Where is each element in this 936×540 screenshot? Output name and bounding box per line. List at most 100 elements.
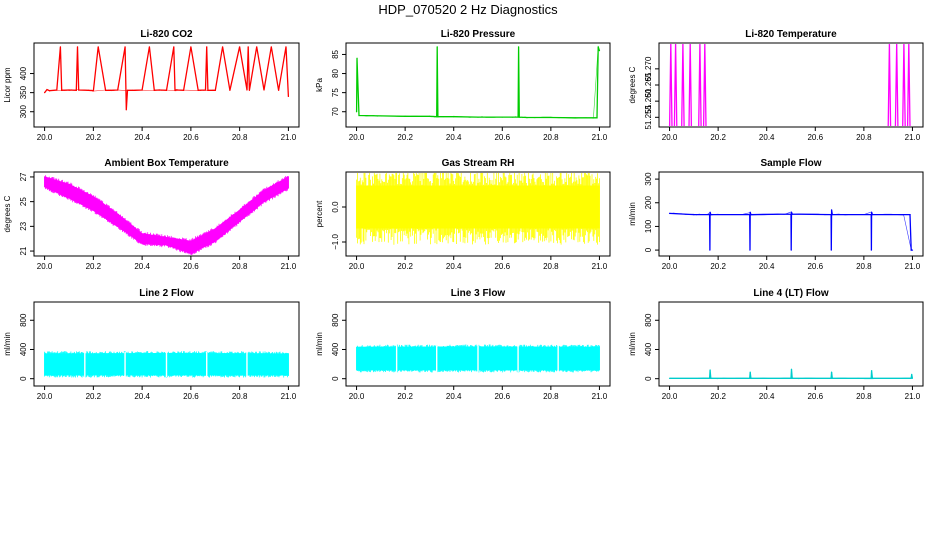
chart-gas-stream-rh: Gas Stream RH percent 20.0 20.2 20.4 20.6 20.8… — [315, 158, 611, 271]
chart-gas-stream-rh-xtick-label: 20.8 — [543, 262, 559, 271]
chart-line-4-lt-flow-point — [709, 369, 711, 371]
chart-line-3-flow-ytick-label: 400 — [331, 342, 340, 356]
chart-line-4-lt-flow-xtick-label: 20.4 — [759, 392, 775, 401]
chart-ambient-box-temperature-xtick-label: 20.0 — [37, 262, 53, 271]
chart-line-2-flow-plot-area — [44, 351, 289, 378]
chart-li-820-temperature-series-temperature — [668, 44, 911, 126]
chart-line-2-flow-ylabel: ml/min — [3, 332, 12, 356]
chart-line-2-flow-ytick-label: 800 — [19, 313, 28, 327]
chart-line-3-flow-ytick-label: 0 — [331, 376, 340, 381]
chart-line-2-flow-ytick-label: 0 — [19, 376, 28, 381]
chart-li-820-temperature-plot-area — [668, 44, 911, 126]
chart-gas-stream-rh-ytick-label: 0.0 — [331, 201, 340, 213]
chart-li-820-pressure-xtick-label: 20.4 — [446, 133, 462, 142]
chart-ambient-box-temperature-xtick-label: 20.4 — [134, 262, 150, 271]
chart-li-820-co2-xtick-label: 20.0 — [37, 133, 53, 142]
chart-line-3-flow-xtick-label: 21.0 — [592, 392, 608, 401]
chart-li-820-co2-ytick-label: 300 — [19, 105, 28, 119]
chart-sample-flow-point — [870, 213, 872, 216]
chart-li-820-co2-point — [278, 89, 280, 91]
chart-line-4-lt-flow-xtick-label: 20.0 — [662, 392, 678, 401]
chart-li-820-co2-point — [97, 46, 99, 48]
chart-line-4-lt-flow-point — [911, 377, 914, 379]
chart-li-820-pressure-frame — [345, 42, 611, 128]
chart-sample-flow: Sample Flow ml/min 20.0 20.2 20.4 20.6 20.8 21.… — [628, 158, 924, 271]
chart-sample-flow-point — [870, 249, 872, 251]
chart-sample-flow-point — [790, 213, 792, 215]
chart-li-820-co2-point — [239, 46, 241, 48]
chart-sample-flow-point — [709, 249, 711, 251]
chart-ambient-box-temperature-ytick-label: 25 — [19, 197, 28, 206]
chart-sample-flow-point — [790, 249, 792, 251]
chart-line-4-lt-flow-xtick-label: 20.2 — [710, 392, 726, 401]
chart-ambient-box-temperature-ylabel: degrees C — [3, 195, 12, 232]
chart-line-4-lt-flow-frame — [658, 301, 924, 387]
chart-ambient-box-temperature-ytick-label: 23 — [19, 221, 28, 230]
chart-ambient-box-temperature-frame — [33, 171, 300, 257]
chart-gas-stream-rh-ytick-label: −1.0 — [331, 234, 340, 250]
chart-ambient-box-temperature-title: Ambient Box Temperature — [104, 158, 229, 169]
chart-line-3-flow: Line 3 Flow ml/min 20.0 20.2 20.4 20.6 20.8 21.… — [315, 288, 611, 401]
chart-li-820-co2-point — [270, 46, 272, 48]
chart-ambient-box-temperature-xtick-label: 20.8 — [232, 262, 248, 271]
chart-line-4-lt-flow-point — [830, 371, 833, 373]
chart-sample-flow-xtick-label: 21.0 — [905, 262, 921, 271]
chart-li-820-co2-point — [229, 89, 231, 91]
chart-line-2-flow-band-edges — [44, 351, 289, 378]
chart-li-820-co2-point — [173, 46, 175, 48]
chart-gas-stream-rh-xtick-label: 20.4 — [446, 262, 462, 271]
chart-li-820-pressure-title: Li-820 Pressure — [441, 29, 516, 40]
chart-li-820-temperature-ytick-label: 51.270 — [644, 56, 653, 81]
chart-line-3-flow-title: Line 3 Flow — [451, 288, 506, 299]
chart-li-820-co2: Li-820 CO2 Licor ppm 20.0 20.2 20.4 20.6 20.8 2… — [3, 29, 300, 142]
chart-li-820-co2-point — [214, 89, 216, 91]
chart-li-820-co2-point — [285, 46, 287, 48]
chart-li-820-pressure-ytick-label: 80 — [331, 69, 340, 78]
chart-li-820-pressure-ylabel: kPa — [315, 78, 324, 92]
chart-li-820-pressure-ytick-label: 85 — [331, 49, 340, 58]
chart-line-2-flow-frame — [33, 301, 300, 387]
chart-li-820-co2-point — [148, 46, 151, 48]
chart-li-820-temperature-xtick-label: 20.6 — [807, 133, 823, 142]
chart-li-820-co2-point — [247, 46, 249, 48]
chart-line-4-lt-flow-title: Line 4 (LT) Flow — [753, 288, 829, 299]
chart-sample-flow-ytick-label: 300 — [644, 172, 653, 186]
chart-line-4-lt-flow-ytick-label: 0 — [644, 376, 653, 381]
chart-li-820-co2-point — [248, 89, 250, 91]
chart-line-4-lt-flow-point — [871, 370, 873, 372]
chart-li-820-pressure-ytick-label: 70 — [331, 107, 340, 116]
chart-sample-flow-noise — [669, 211, 913, 251]
chart-sample-flow-point — [830, 249, 832, 251]
chart-line-2-flow-xtick-label: 21.0 — [281, 392, 297, 401]
chart-sample-flow-point — [749, 249, 751, 251]
chart-li-820-temperature-ytick-label: 51.265 — [644, 72, 653, 97]
chart-li-820-pressure-point — [436, 46, 438, 48]
chart-li-820-pressure-point — [356, 57, 358, 59]
chart-ambient-box-temperature-ytick-label: 27 — [19, 172, 28, 181]
chart-line-4-lt-flow-ytick-label: 400 — [644, 342, 653, 356]
chart-gas-stream-rh-ylabel: percent — [315, 200, 324, 227]
chart-line-4-lt-flow-plot-area — [668, 368, 914, 380]
chart-li-820-pressure-xtick-label: 21.0 — [592, 133, 608, 142]
chart-li-820-co2-frame — [33, 42, 300, 128]
chart-li-820-pressure-series-pressure — [355, 46, 601, 119]
chart-li-820-co2-ytick-label: 350 — [19, 85, 28, 99]
chart-sample-flow-point — [909, 213, 911, 216]
chart-li-820-temperature-xtick-label: 20.8 — [856, 133, 872, 142]
chart-line-2-flow-xtick-label: 20.2 — [86, 392, 102, 401]
chart-li-820-co2-series-co2 — [44, 46, 290, 110]
chart-sample-flow-point — [709, 213, 711, 216]
chart-li-820-co2-xtick-label: 20.4 — [134, 133, 150, 142]
chart-line-3-flow-xtick-label: 20.4 — [446, 392, 462, 401]
chart-li-820-pressure-xtick-label: 20.0 — [349, 133, 365, 142]
chart-line-4-lt-flow-xtick-label: 21.0 — [905, 392, 921, 401]
chart-li-820-pressure-xtick-label: 20.2 — [397, 133, 413, 142]
chart-line-4-lt-flow-xtick-label: 20.6 — [807, 392, 823, 401]
chart-li-820-co2-noise — [44, 88, 215, 93]
chart-sample-flow-ytick-label: 200 — [644, 196, 653, 210]
chart-line-3-flow-ytick-label: 800 — [331, 313, 340, 327]
page-title: HDP_070520 2 Hz Diagnostics — [378, 2, 558, 17]
chart-gas-stream-rh-xtick-label: 20.0 — [349, 262, 365, 271]
chart-sample-flow-ytick-label: 100 — [644, 219, 653, 233]
